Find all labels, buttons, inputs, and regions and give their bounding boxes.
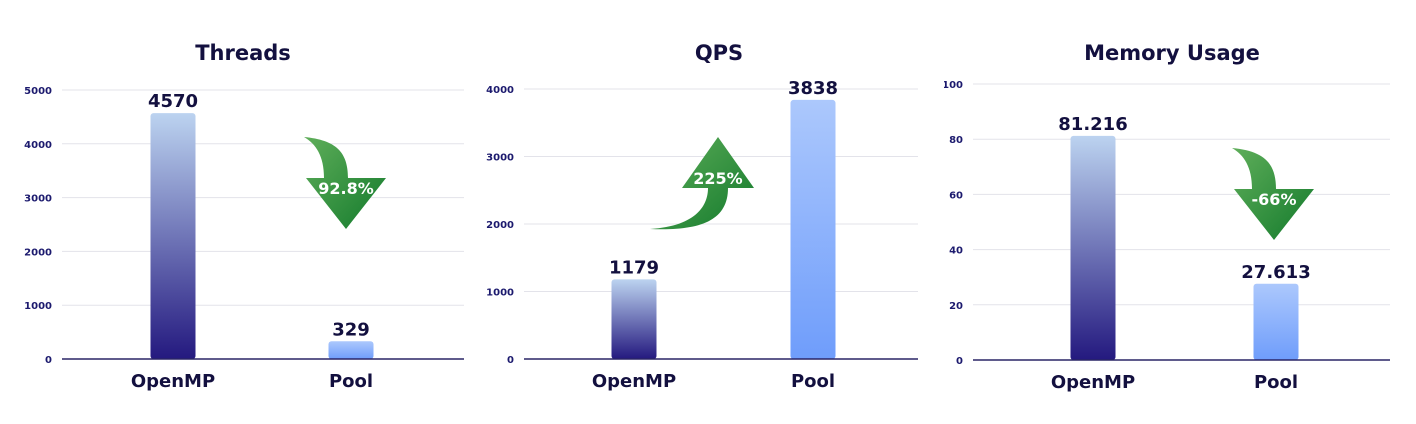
qps-y-tick-label: 4000 <box>486 85 514 96</box>
memory-usage-y-tick-label: 100 <box>944 80 963 91</box>
threads-chart: Threads 0 1000 2000 3000 4000 5000 4570 OpenMP 32… <box>24 41 464 392</box>
threads-value-label-pool: 329 <box>332 319 370 340</box>
qps-y-tick-label: 3000 <box>486 153 514 164</box>
curved-arrow-down-icon <box>1232 148 1314 240</box>
qps-chart: QPS 0 1000 2000 3000 4000 1179 OpenMP 3838 Pool 22… <box>486 41 918 392</box>
memory-usage-bar-pool <box>1253 283 1299 360</box>
threads-bar-openmp <box>150 113 196 359</box>
memory-usage-y-tick-label: 20 <box>949 301 963 312</box>
memory-usage-category-label-openmp: OpenMP <box>1051 372 1135 393</box>
memory-usage-y-tick-label: 0 <box>956 356 963 367</box>
threads-y-tick-label: 3000 <box>24 194 52 205</box>
threads-value-label-openmp: 4570 <box>148 91 198 112</box>
qps-value-label-pool: 3838 <box>788 78 838 99</box>
qps-chart-panel: QPS 0 1000 2000 3000 4000 1179 OpenMP 3838 Pool 22… <box>472 0 944 424</box>
threads-change-label: 92.8% <box>318 179 374 198</box>
memory-usage-y-tick-label: 60 <box>949 190 963 201</box>
memory-usage-chart-panel: Memory Usage 0 20 40 60 80 100 81.216 OpenMP 27.6… <box>944 0 1416 424</box>
qps-chart-title: QPS <box>695 41 743 65</box>
qps-category-label-openmp: OpenMP <box>592 371 676 392</box>
memory-usage-y-tick-label: 40 <box>949 246 963 257</box>
memory-usage-change-label: -66% <box>1252 190 1297 209</box>
threads-bar-pool <box>328 341 374 359</box>
qps-category-label-pool: Pool <box>791 371 835 392</box>
qps-change-label: 225% <box>693 169 742 188</box>
threads-chart-panel: Threads 0 1000 2000 3000 4000 5000 4570 OpenMP 32… <box>0 0 472 424</box>
threads-y-tick-label: 0 <box>45 355 52 366</box>
threads-chart-title: Threads <box>195 41 291 65</box>
memory-usage-y-tick-label: 80 <box>949 135 963 146</box>
threads-category-label-pool: Pool <box>329 371 373 392</box>
qps-y-tick-label: 0 <box>507 355 514 366</box>
threads-y-tick-label: 4000 <box>24 140 52 151</box>
curved-arrow-down-icon <box>304 137 386 229</box>
threads-category-label-openmp: OpenMP <box>131 371 215 392</box>
memory-usage-chart-title: Memory Usage <box>1084 41 1260 65</box>
memory-usage-category-label-pool: Pool <box>1254 372 1298 393</box>
threads-y-tick-label: 1000 <box>24 301 52 312</box>
curved-arrow-up-icon <box>650 137 754 230</box>
qps-bar-openmp <box>611 279 657 359</box>
qps-y-tick-label: 1000 <box>486 288 514 299</box>
memory-usage-chart: Memory Usage 0 20 40 60 80 100 81.216 OpenMP 27.6… <box>944 41 1390 393</box>
qps-bar-pool <box>790 99 836 359</box>
threads-y-tick-label: 2000 <box>24 247 52 258</box>
memory-usage-value-label-openmp: 81.216 <box>1058 114 1127 135</box>
memory-usage-bar-openmp <box>1070 135 1116 360</box>
qps-value-label-openmp: 1179 <box>609 257 659 278</box>
threads-y-tick-label: 5000 <box>24 86 52 97</box>
qps-y-tick-label: 2000 <box>486 220 514 231</box>
memory-usage-value-label-pool: 27.613 <box>1241 262 1310 283</box>
